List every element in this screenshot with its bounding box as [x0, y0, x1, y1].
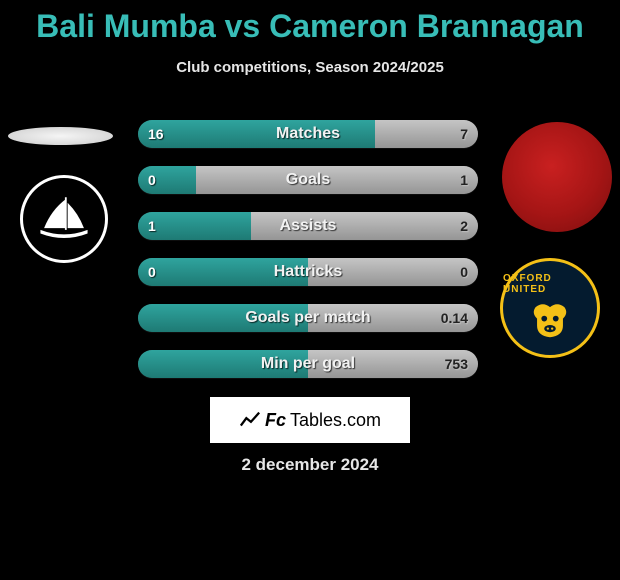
- stat-bar-left: [138, 258, 308, 286]
- watermark: FcTables.com: [210, 397, 410, 443]
- stat-value-left: 1: [148, 212, 156, 240]
- stat-value-right: 1: [460, 166, 468, 194]
- right-badge-text: OXFORD UNITED: [503, 273, 597, 295]
- stat-bar-right: [251, 212, 478, 240]
- stat-row: 0.14Goals per match: [138, 304, 478, 332]
- stat-row: 167Matches: [138, 120, 478, 148]
- ox-icon: [527, 297, 573, 343]
- stat-row: 12Assists: [138, 212, 478, 240]
- watermark-tables: Tables.com: [290, 410, 381, 431]
- stat-value-right: 2: [460, 212, 468, 240]
- stat-bar-left: [138, 350, 308, 378]
- watermark-fc: Fc: [265, 410, 286, 431]
- stat-bar-left: [138, 120, 375, 148]
- right-team-badge: OXFORD UNITED: [500, 258, 600, 358]
- left-team-badge: [20, 175, 108, 263]
- stat-row: 753Min per goal: [138, 350, 478, 378]
- page-title: Bali Mumba vs Cameron Brannagan: [0, 0, 620, 45]
- stat-value-right: 7: [460, 120, 468, 148]
- stat-value-right: 753: [445, 350, 468, 378]
- left-player-photo: [8, 127, 113, 145]
- stat-value-right: 0.14: [441, 304, 468, 332]
- stat-bar-right: [196, 166, 478, 194]
- stat-value-left: 0: [148, 258, 156, 286]
- chart-spark-icon: [239, 409, 261, 431]
- stat-value-left: 16: [148, 120, 164, 148]
- stat-row: 00Hattricks: [138, 258, 478, 286]
- stat-row: 01Goals: [138, 166, 478, 194]
- date-text: 2 december 2024: [0, 455, 620, 475]
- stat-bar-left: [138, 166, 196, 194]
- page-subtitle: Club competitions, Season 2024/2025: [0, 59, 620, 76]
- right-player-photo: [502, 122, 612, 232]
- stat-bar-left: [138, 304, 308, 332]
- stats-bars: 167Matches01Goals12Assists00Hattricks0.1…: [138, 120, 478, 378]
- stat-bar-right: [308, 258, 478, 286]
- stat-value-right: 0: [460, 258, 468, 286]
- boat-icon: [35, 190, 93, 248]
- stat-value-left: 0: [148, 166, 156, 194]
